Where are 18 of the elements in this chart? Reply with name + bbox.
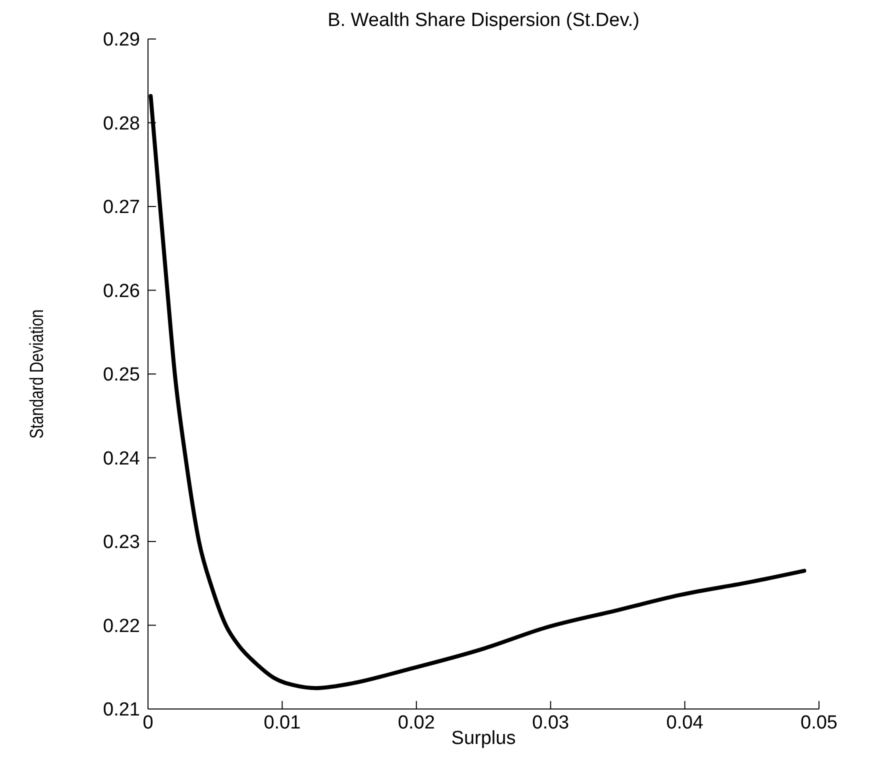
y-tick-label: 0.22 [103,616,140,637]
y-tick-label: 0.25 [103,364,140,386]
y-tick-label: 0.21 [103,700,140,721]
x-tick-label: 0.03 [532,712,570,734]
chart-title: B. Wealth Share Dispersion (St.Dev.) [326,10,640,32]
y-tick-label: 0.28 [103,113,140,134]
y-tick-label: 0.27 [103,197,140,218]
y-axis-title: Standard Deviation [27,309,49,439]
y-tick-label: 0.29 [103,30,140,51]
x-tick-label: 0.02 [398,712,435,734]
x-tick-label: 0 [142,712,154,734]
y-tick-label: 0.23 [103,532,140,554]
y-tick-label: 0.24 [103,448,140,470]
x-axis-title: Surplus [451,728,516,749]
y-tick-label: 0.26 [103,280,140,302]
x-tick-label: 0.01 [264,712,301,734]
x-tick-label: 0.04 [666,712,704,734]
x-tick-label: 0.05 [800,712,838,734]
